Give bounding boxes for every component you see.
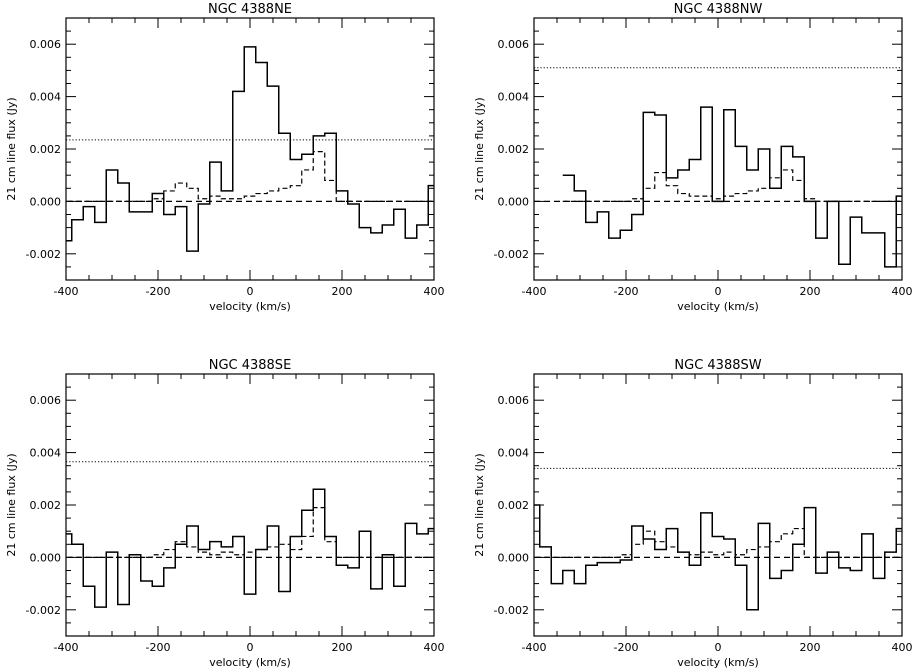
model-spectrum xyxy=(66,151,434,202)
y-tick-label: 0.004 xyxy=(498,447,530,460)
chart-title: NGC 4388SW xyxy=(674,358,761,373)
x-tick-label: 400 xyxy=(424,285,445,298)
plot-area xyxy=(534,67,902,268)
x-tick-label: 200 xyxy=(800,641,821,654)
y-tick-label: 0.006 xyxy=(498,38,530,51)
chart-panel-4: NGC 4388SW -400 -200 0 200 400 -0.002 0.000 0.00… xyxy=(473,358,913,669)
plot-frame xyxy=(65,373,435,637)
plot-area xyxy=(66,461,434,608)
chart-title: NGC 4388SE xyxy=(209,358,292,373)
x-axis-label: velocity (km/s) xyxy=(677,300,759,313)
chart-title: NGC 4388NW xyxy=(674,2,763,17)
plot-frame xyxy=(533,17,903,281)
x-tick-label: -200 xyxy=(614,285,639,298)
plot-area xyxy=(66,46,434,252)
y-tick-label: 0.002 xyxy=(30,499,62,512)
y-tick-label: 0.006 xyxy=(498,394,530,407)
chart-panel-3: NGC 4388SE -400 -200 0 200 400 -0.002 0.000 0.00… xyxy=(5,358,445,669)
x-tick-label: 400 xyxy=(424,641,445,654)
flux-spectrum xyxy=(66,46,434,252)
plot-frame xyxy=(533,373,903,637)
model-spectrum xyxy=(534,527,902,558)
x-tick-label: -400 xyxy=(522,641,547,654)
model-spectrum xyxy=(66,507,434,558)
x-tick-label: 200 xyxy=(800,285,821,298)
y-axis-label: 21 cm line flux (Jy) xyxy=(473,453,486,556)
x-tick-label: -400 xyxy=(522,285,547,298)
x-tick-label: -200 xyxy=(146,285,171,298)
y-tick-label: 0.004 xyxy=(30,91,62,104)
flux-spectrum xyxy=(66,488,434,608)
x-axis-label: velocity (km/s) xyxy=(209,300,291,313)
chart-panel-2: NGC 4388NW -400 -200 0 200 400 -0.002 0.000 0.00… xyxy=(473,2,913,313)
y-tick-label: 0.000 xyxy=(30,551,62,564)
flux-spectrum xyxy=(562,106,902,268)
y-tick-label: 0.002 xyxy=(498,499,530,512)
y-tick-label: 0.000 xyxy=(498,195,530,208)
y-tick-label: 0.000 xyxy=(498,551,530,564)
flux-spectrum xyxy=(534,504,902,611)
x-tick-label: -200 xyxy=(614,641,639,654)
y-tick-label: 0.004 xyxy=(498,91,530,104)
y-tick-label: 0.006 xyxy=(30,38,62,51)
y-tick-label: -0.002 xyxy=(494,248,529,261)
y-tick-label: 0.000 xyxy=(30,195,62,208)
y-tick-label: 0.004 xyxy=(30,447,62,460)
y-tick-label: -0.002 xyxy=(494,604,529,617)
y-axis-label: 21 cm line flux (Jy) xyxy=(473,97,486,200)
chart-title: NGC 4388NE xyxy=(208,2,292,17)
y-axis-label: 21 cm line flux (Jy) xyxy=(5,453,18,556)
x-tick-label: 200 xyxy=(332,641,353,654)
x-tick-label: 400 xyxy=(892,285,913,298)
chart-panel-1: NGC 4388NE -400 -200 0 200 400 -0.002 0.000 0.00… xyxy=(5,2,445,313)
x-axis-label: velocity (km/s) xyxy=(209,656,291,669)
x-tick-label: 0 xyxy=(247,285,254,298)
plot-area xyxy=(534,467,902,611)
x-tick-label: -200 xyxy=(146,641,171,654)
x-tick-label: -400 xyxy=(54,641,79,654)
x-tick-label: 200 xyxy=(332,285,353,298)
x-axis-label: velocity (km/s) xyxy=(677,656,759,669)
y-tick-label: -0.002 xyxy=(26,604,61,617)
y-tick-label: 0.002 xyxy=(498,143,530,156)
x-tick-label: 0 xyxy=(715,641,722,654)
x-tick-label: -400 xyxy=(54,285,79,298)
plot-frame xyxy=(65,17,435,281)
y-tick-label: 0.002 xyxy=(30,143,62,156)
model-spectrum xyxy=(562,169,902,202)
y-axis-label: 21 cm line flux (Jy) xyxy=(5,97,18,200)
x-tick-label: 0 xyxy=(715,285,722,298)
y-tick-label: -0.002 xyxy=(26,248,61,261)
y-tick-label: 0.006 xyxy=(30,394,62,407)
x-tick-label: 0 xyxy=(247,641,254,654)
x-tick-label: 400 xyxy=(892,641,913,654)
